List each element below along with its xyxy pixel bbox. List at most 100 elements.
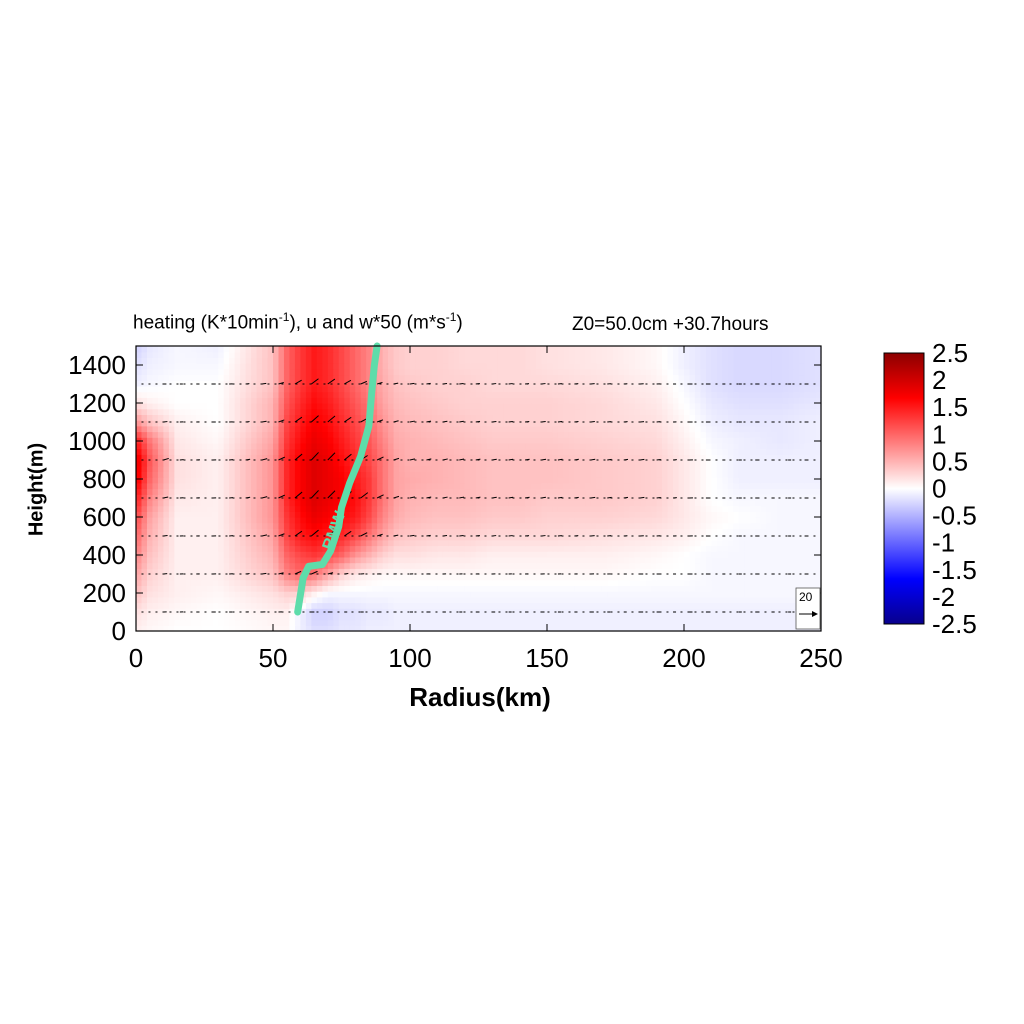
heat-cell	[377, 505, 384, 512]
heat-cell	[294, 488, 301, 495]
heat-cell	[788, 551, 795, 558]
heat-cell	[371, 568, 378, 575]
heat-cell	[711, 494, 718, 501]
heat-cell	[634, 517, 641, 524]
heat-cell	[590, 408, 597, 415]
heat-cell	[481, 574, 488, 581]
heat-cell	[338, 551, 345, 558]
heat-cell	[273, 477, 280, 484]
heat-cell	[601, 488, 608, 495]
heat-cell	[256, 602, 263, 609]
heat-cell	[415, 477, 422, 484]
heat-cell	[475, 425, 482, 433]
heat-cell	[497, 420, 504, 427]
heat-cell	[815, 414, 822, 421]
heat-cell	[240, 471, 247, 478]
heat-cell	[722, 494, 729, 501]
heat-cell	[448, 608, 455, 615]
heat-cell	[788, 425, 795, 433]
heat-cell	[810, 437, 817, 444]
heat-cell	[344, 471, 351, 478]
heat-cell	[486, 545, 493, 552]
heat-cell	[420, 442, 428, 450]
heat-cell	[360, 551, 367, 558]
heat-cell	[497, 477, 504, 484]
heat-cell	[136, 545, 143, 552]
heat-cell	[716, 448, 723, 455]
heat-cell	[793, 454, 800, 461]
heat-cell	[629, 551, 636, 558]
heat-cell	[470, 568, 477, 575]
heat-cell	[629, 579, 636, 586]
heat-cell	[349, 619, 356, 626]
heat-cell	[262, 454, 269, 461]
heat-cell	[234, 596, 241, 604]
heat-cell	[618, 414, 625, 421]
heat-cell	[338, 437, 345, 444]
heat-cell	[497, 414, 504, 421]
heat-cell	[240, 528, 247, 535]
heat-cell	[141, 460, 148, 467]
heat-cell	[782, 482, 789, 490]
heat-cell	[300, 619, 307, 626]
heat-cell	[256, 613, 263, 621]
heat-cell	[399, 596, 406, 604]
heat-cell	[722, 528, 729, 535]
heat-cell	[278, 488, 285, 495]
heat-cell	[771, 425, 778, 433]
heat-cell	[738, 414, 745, 421]
heat-cell	[426, 591, 433, 598]
heat-cell	[727, 534, 734, 541]
heat-cell	[245, 585, 252, 592]
heat-cell	[640, 431, 647, 438]
heat-cell	[700, 613, 707, 621]
heat-cell	[634, 613, 641, 621]
heat-cell	[667, 619, 674, 626]
heat-cell	[283, 442, 291, 450]
heat-cell	[815, 437, 822, 444]
heat-cell	[777, 539, 784, 547]
heat-cell	[157, 425, 164, 433]
heat-cell	[322, 414, 329, 421]
heat-cell	[344, 511, 351, 518]
heat-cell	[420, 591, 428, 598]
heat-cell	[475, 505, 482, 512]
heat-cell	[157, 539, 164, 547]
heat-cell	[689, 408, 696, 415]
heat-cell	[508, 528, 515, 535]
heat-cell	[360, 471, 367, 478]
heat-cell	[700, 579, 707, 586]
heat-cell	[316, 551, 323, 558]
heat-cell	[601, 608, 608, 615]
heat-cell	[815, 522, 822, 529]
heat-cell	[338, 613, 345, 621]
heat-cell	[497, 460, 504, 467]
heat-cell	[694, 511, 702, 518]
heat-cell	[283, 403, 291, 410]
heat-cell	[212, 619, 219, 626]
heat-cell	[475, 465, 482, 472]
heat-cell	[333, 442, 340, 450]
heat-cell	[557, 448, 565, 455]
heat-cell	[218, 460, 225, 467]
heat-cell	[525, 579, 532, 586]
heat-cell	[771, 596, 778, 604]
heat-cell	[278, 437, 285, 444]
heat-cell	[262, 482, 269, 490]
heat-cell	[245, 596, 252, 604]
heat-cell	[294, 528, 301, 535]
heat-cell	[568, 534, 575, 541]
heat-cell	[744, 591, 751, 598]
heat-cell	[727, 437, 734, 444]
heat-cell	[207, 591, 214, 598]
heat-cell	[185, 488, 192, 495]
heat-cell	[727, 505, 734, 512]
heat-cell	[311, 442, 318, 450]
heat-cell	[694, 574, 702, 581]
heat-cell	[322, 619, 329, 626]
heat-cell	[294, 556, 301, 564]
heat-cell	[355, 471, 362, 478]
heat-cell	[645, 556, 652, 564]
heat-cell	[530, 454, 537, 461]
heat-cell	[316, 522, 323, 529]
